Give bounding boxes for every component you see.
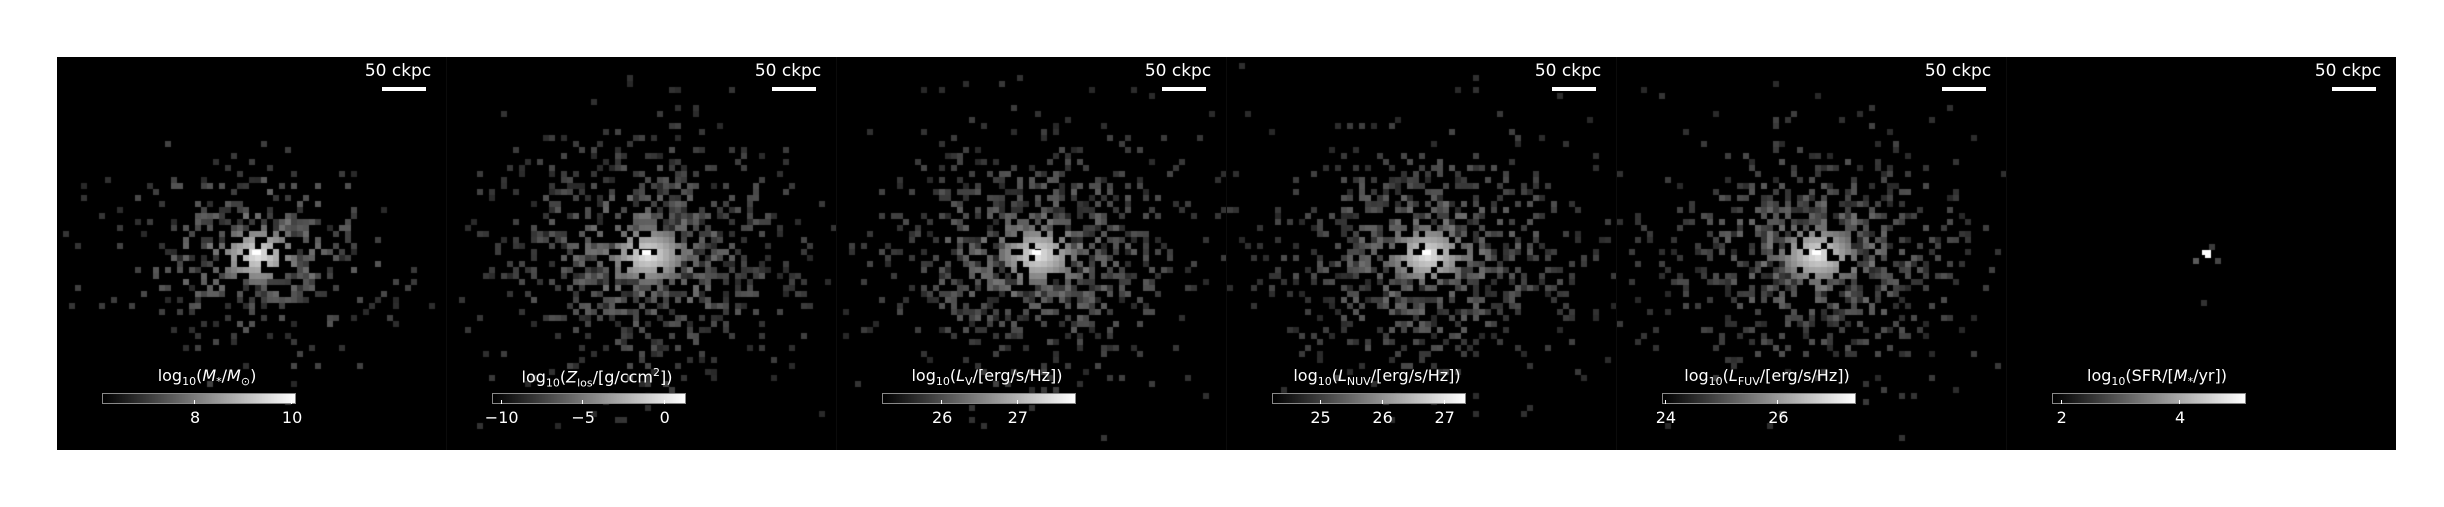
colorbar [2052, 393, 2246, 404]
panel-stellar-mass: 50 ckpc log10(M*/M⊙) 8 10 [57, 57, 446, 450]
image-strip: 50 ckpc log10(M*/M⊙) 8 10 50 ckpc log10(… [57, 57, 2396, 450]
scalebar-line [1552, 87, 1596, 91]
colorbar-tick: −10 [482, 400, 522, 427]
colorbar-tick: 0 [645, 400, 685, 427]
colorbar-title: log10(SFR/[M*/yr]) [2087, 366, 2227, 389]
colorbar-title: log10(LV/[erg/s/Hz]) [911, 366, 1063, 389]
pixel-map [2007, 57, 2396, 450]
scalebar-label: 50 ckpc [1144, 61, 1212, 81]
scalebar-line [382, 87, 426, 91]
colorbar-tick: 26 [1363, 400, 1403, 427]
pixel-map [1617, 57, 2006, 450]
scalebar-line [2332, 87, 2376, 91]
colorbar-title: log10(LNUV/[erg/s/Hz]) [1293, 366, 1461, 389]
scalebar-line [1162, 87, 1206, 91]
colorbar [492, 393, 686, 404]
colorbar [1662, 393, 1856, 404]
colorbar-tick: 2 [2042, 400, 2082, 427]
pixel-map [1227, 57, 1616, 450]
scalebar-label: 50 ckpc [754, 61, 822, 81]
colorbar [102, 393, 296, 404]
scalebar-label: 50 ckpc [1924, 61, 1992, 81]
scalebar-line [772, 87, 816, 91]
pixel-map [837, 57, 1226, 450]
panel-metallicity: 50 ckpc log10(Zlos/[g/ccm2]) −10 −5 0 [446, 57, 836, 450]
scalebar-label: 50 ckpc [364, 61, 432, 81]
colorbar-tick: 4 [2160, 400, 2200, 427]
colorbar-tick: −5 [563, 400, 603, 427]
colorbar-title: log10(Zlos/[g/ccm2]) [521, 366, 673, 390]
panel-sfr: 50 ckpc log10(SFR/[M*/yr]) 2 4 [2006, 57, 2396, 450]
panel-lnuv: 50 ckpc log10(LNUV/[erg/s/Hz]) 25 26 27 [1226, 57, 1616, 450]
scalebar-label: 50 ckpc [2314, 61, 2382, 81]
pixel-map [447, 57, 836, 450]
pixel-map [57, 57, 446, 450]
colorbar-title: log10(LFUV/[erg/s/Hz]) [1684, 366, 1850, 389]
colorbar-tick: 27 [1425, 400, 1465, 427]
colorbar-title: log10(M*/M⊙) [157, 366, 257, 389]
colorbar [1272, 393, 1466, 404]
colorbar-tick: 26 [922, 400, 962, 427]
colorbar-tick: 25 [1301, 400, 1341, 427]
scalebar-label: 50 ckpc [1534, 61, 1602, 81]
colorbar-tick: 8 [175, 400, 215, 427]
panel-lv: 50 ckpc log10(LV/[erg/s/Hz]) 26 27 [836, 57, 1226, 450]
colorbar-tick: 26 [1758, 400, 1798, 427]
colorbar-tick: 27 [998, 400, 1038, 427]
colorbar-tick: 24 [1646, 400, 1686, 427]
colorbar-tick: 10 [272, 400, 312, 427]
colorbar [882, 393, 1076, 404]
panel-lfuv: 50 ckpc log10(LFUV/[erg/s/Hz]) 24 26 [1616, 57, 2006, 450]
scalebar-line [1942, 87, 1986, 91]
